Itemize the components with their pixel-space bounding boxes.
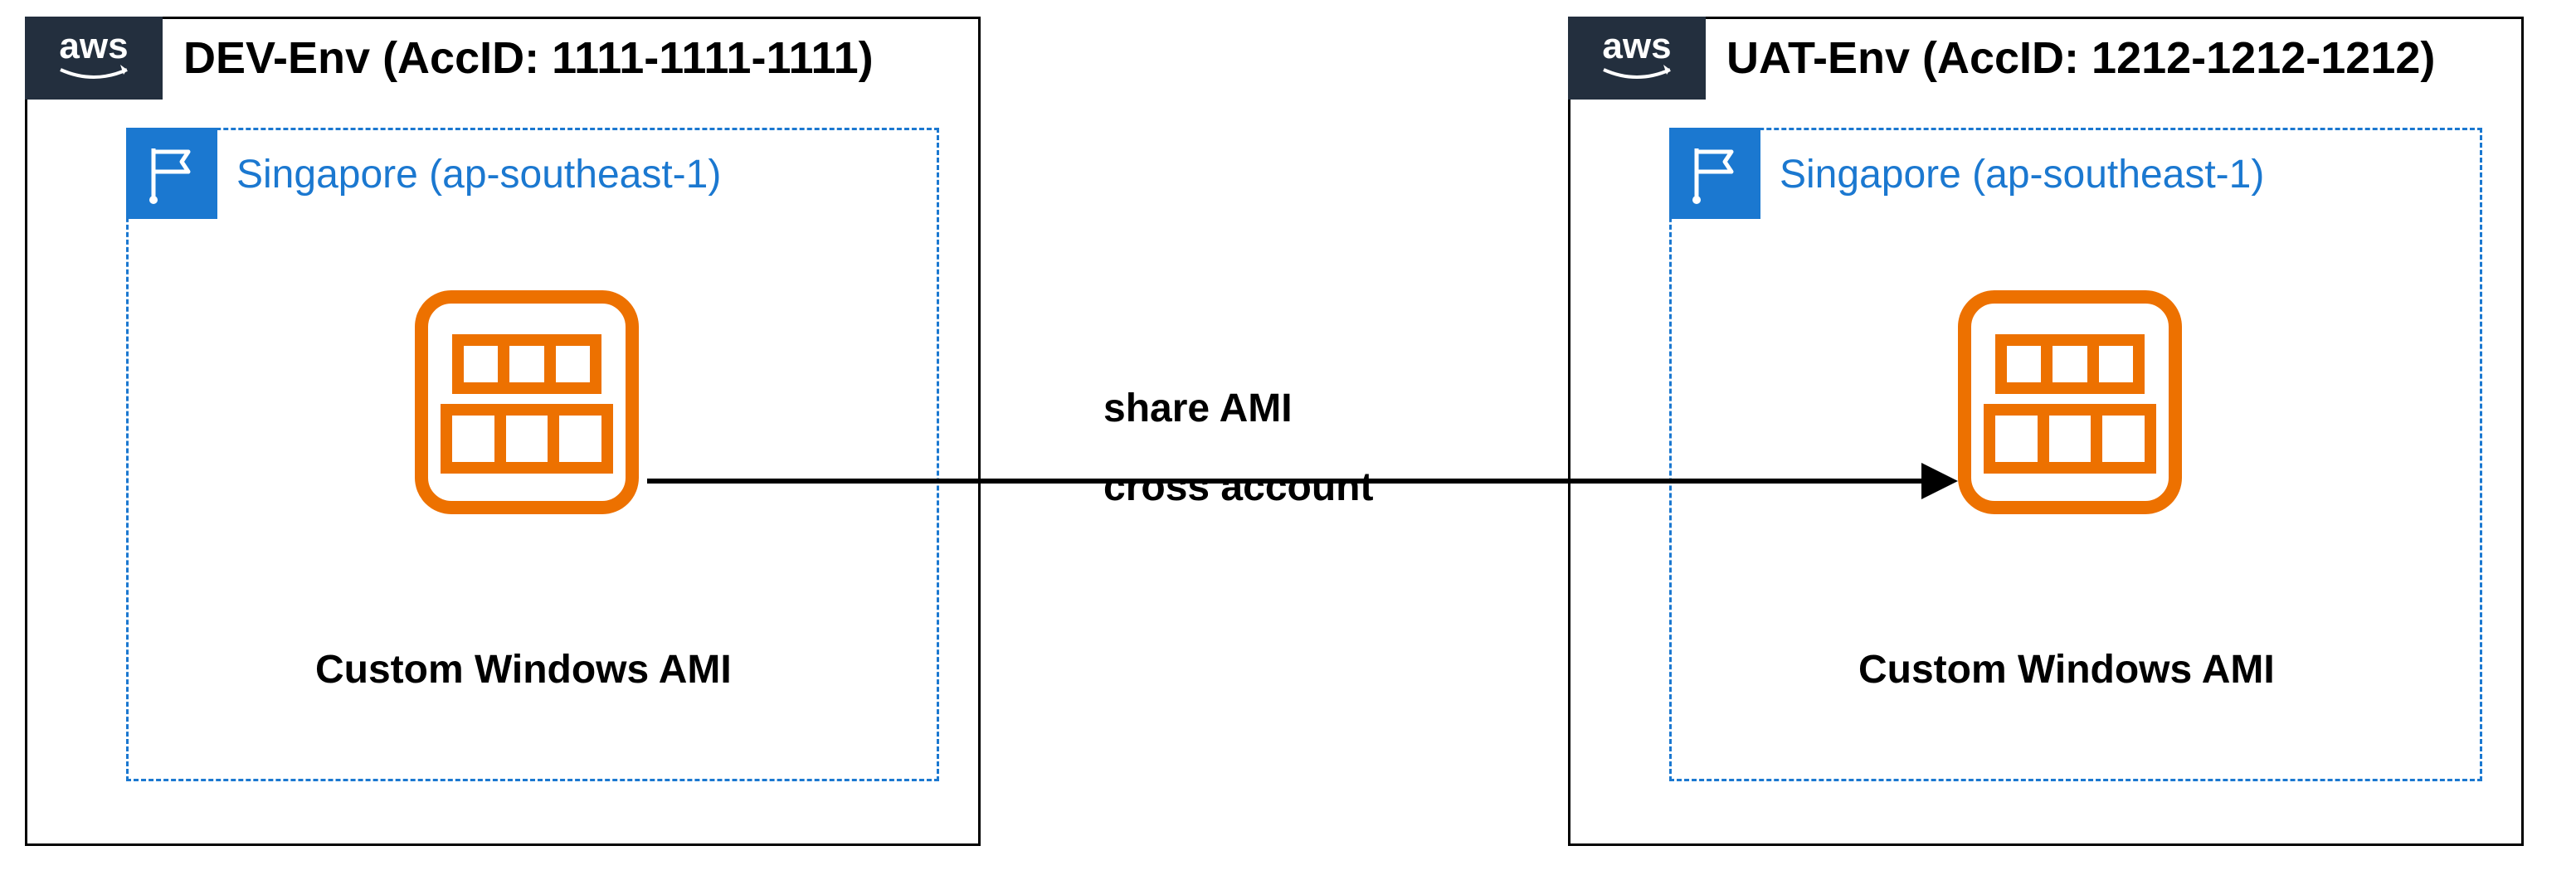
arrow-label-1: share AMI [1103,386,1293,431]
aws-logo-icon: aws [1587,28,1687,88]
arrow-head-icon [1921,463,1958,499]
arrow-label-2: cross account [1103,464,1373,510]
account-title: UAT-Env (AccID: 1212-1212-1212) [1726,32,2435,84]
aws-logo-badge: aws [25,17,163,100]
region-label: Singapore (ap-southeast-1) [1780,152,2264,197]
aws-logo-icon: aws [44,28,144,88]
diagram-canvas: { "diagram": { "type": "network", "canva… [0,0,2576,875]
account-title: DEV-Env (AccID: 1111-1111-1111) [183,32,874,84]
region-flag-icon [1669,128,1760,219]
ami-caption: Custom Windows AMI [315,647,732,693]
ami-icon [1958,290,2182,514]
svg-text:aws: aws [59,28,128,66]
aws-logo-badge: aws [1568,17,1706,100]
ami-caption: Custom Windows AMI [1858,647,2275,693]
region-flag-icon [126,128,217,219]
svg-text:aws: aws [1602,28,1671,66]
ami-icon [415,290,639,514]
region-label: Singapore (ap-southeast-1) [236,152,721,197]
